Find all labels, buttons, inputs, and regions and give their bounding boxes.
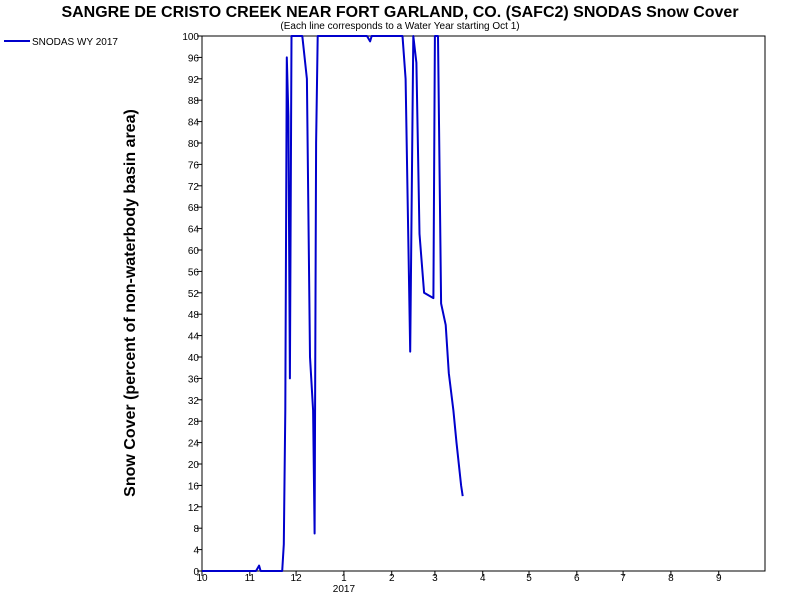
legend: SNODAS WY 2017 xyxy=(4,37,118,48)
x-axis: 10 11 12 1 2 3 4 5 6 7 8 9 xyxy=(196,571,722,584)
x-tick-label: 1 xyxy=(341,573,347,584)
y-tick-label: 0 xyxy=(193,567,199,578)
y-tick-label: 16 xyxy=(188,481,200,492)
x-tick-label: 7 xyxy=(620,573,626,584)
y-tick-label: 72 xyxy=(188,182,200,193)
y-tick-label: 4 xyxy=(193,546,199,557)
x-tick-label: 8 xyxy=(668,573,674,584)
y-tick-label: 64 xyxy=(188,225,200,236)
chart-title: SANGRE DE CRISTO CREEK NEAR FORT GARLAND… xyxy=(61,4,738,21)
y-tick-label: 12 xyxy=(188,503,200,514)
y-tick-label: 32 xyxy=(188,396,200,407)
y-axis-label: Snow Cover (percent of non-waterbody bas… xyxy=(122,109,139,497)
y-tick-label: 28 xyxy=(188,417,200,428)
y-tick-label: 36 xyxy=(188,374,200,385)
y-tick-label: 76 xyxy=(188,160,200,171)
y-tick-label: 24 xyxy=(188,439,200,450)
y-tick-label: 44 xyxy=(188,332,200,343)
series-line xyxy=(202,35,464,572)
y-tick-label: 100 xyxy=(182,32,199,43)
y-tick-label: 84 xyxy=(188,118,200,129)
legend-label: SNODAS WY 2017 xyxy=(32,37,118,48)
x-tick-label: 9 xyxy=(716,573,722,584)
x-tick-label: 3 xyxy=(432,573,438,584)
y-axis: 0481216202428323640444852566064687276808… xyxy=(182,32,202,578)
plot-area xyxy=(201,35,766,572)
x-tick-label: 4 xyxy=(480,573,486,584)
series-layer xyxy=(202,35,464,572)
y-tick-label: 60 xyxy=(188,246,200,257)
x-tick-label: 11 xyxy=(245,573,256,584)
y-tick-label: 20 xyxy=(188,460,200,471)
x-tick-label: 2 xyxy=(389,573,395,584)
x-tick-label: 5 xyxy=(526,573,532,584)
y-tick-label: 40 xyxy=(188,353,200,364)
y-tick-label: 92 xyxy=(188,75,200,86)
y-tick-label: 52 xyxy=(188,289,200,300)
y-tick-label: 88 xyxy=(188,96,200,107)
y-tick-label: 96 xyxy=(188,53,200,64)
x-year-label: 2017 xyxy=(333,584,356,595)
y-tick-label: 48 xyxy=(188,310,200,321)
y-tick-label: 68 xyxy=(188,203,200,214)
x-tick-label: 10 xyxy=(196,573,208,584)
chart-subtitle: (Each line corresponds to a Water Year s… xyxy=(280,21,519,32)
x-tick-label: 12 xyxy=(291,573,303,584)
x-tick-label: 6 xyxy=(574,573,580,584)
y-tick-label: 56 xyxy=(188,267,200,278)
y-tick-label: 8 xyxy=(193,524,199,535)
y-tick-label: 80 xyxy=(188,139,200,150)
